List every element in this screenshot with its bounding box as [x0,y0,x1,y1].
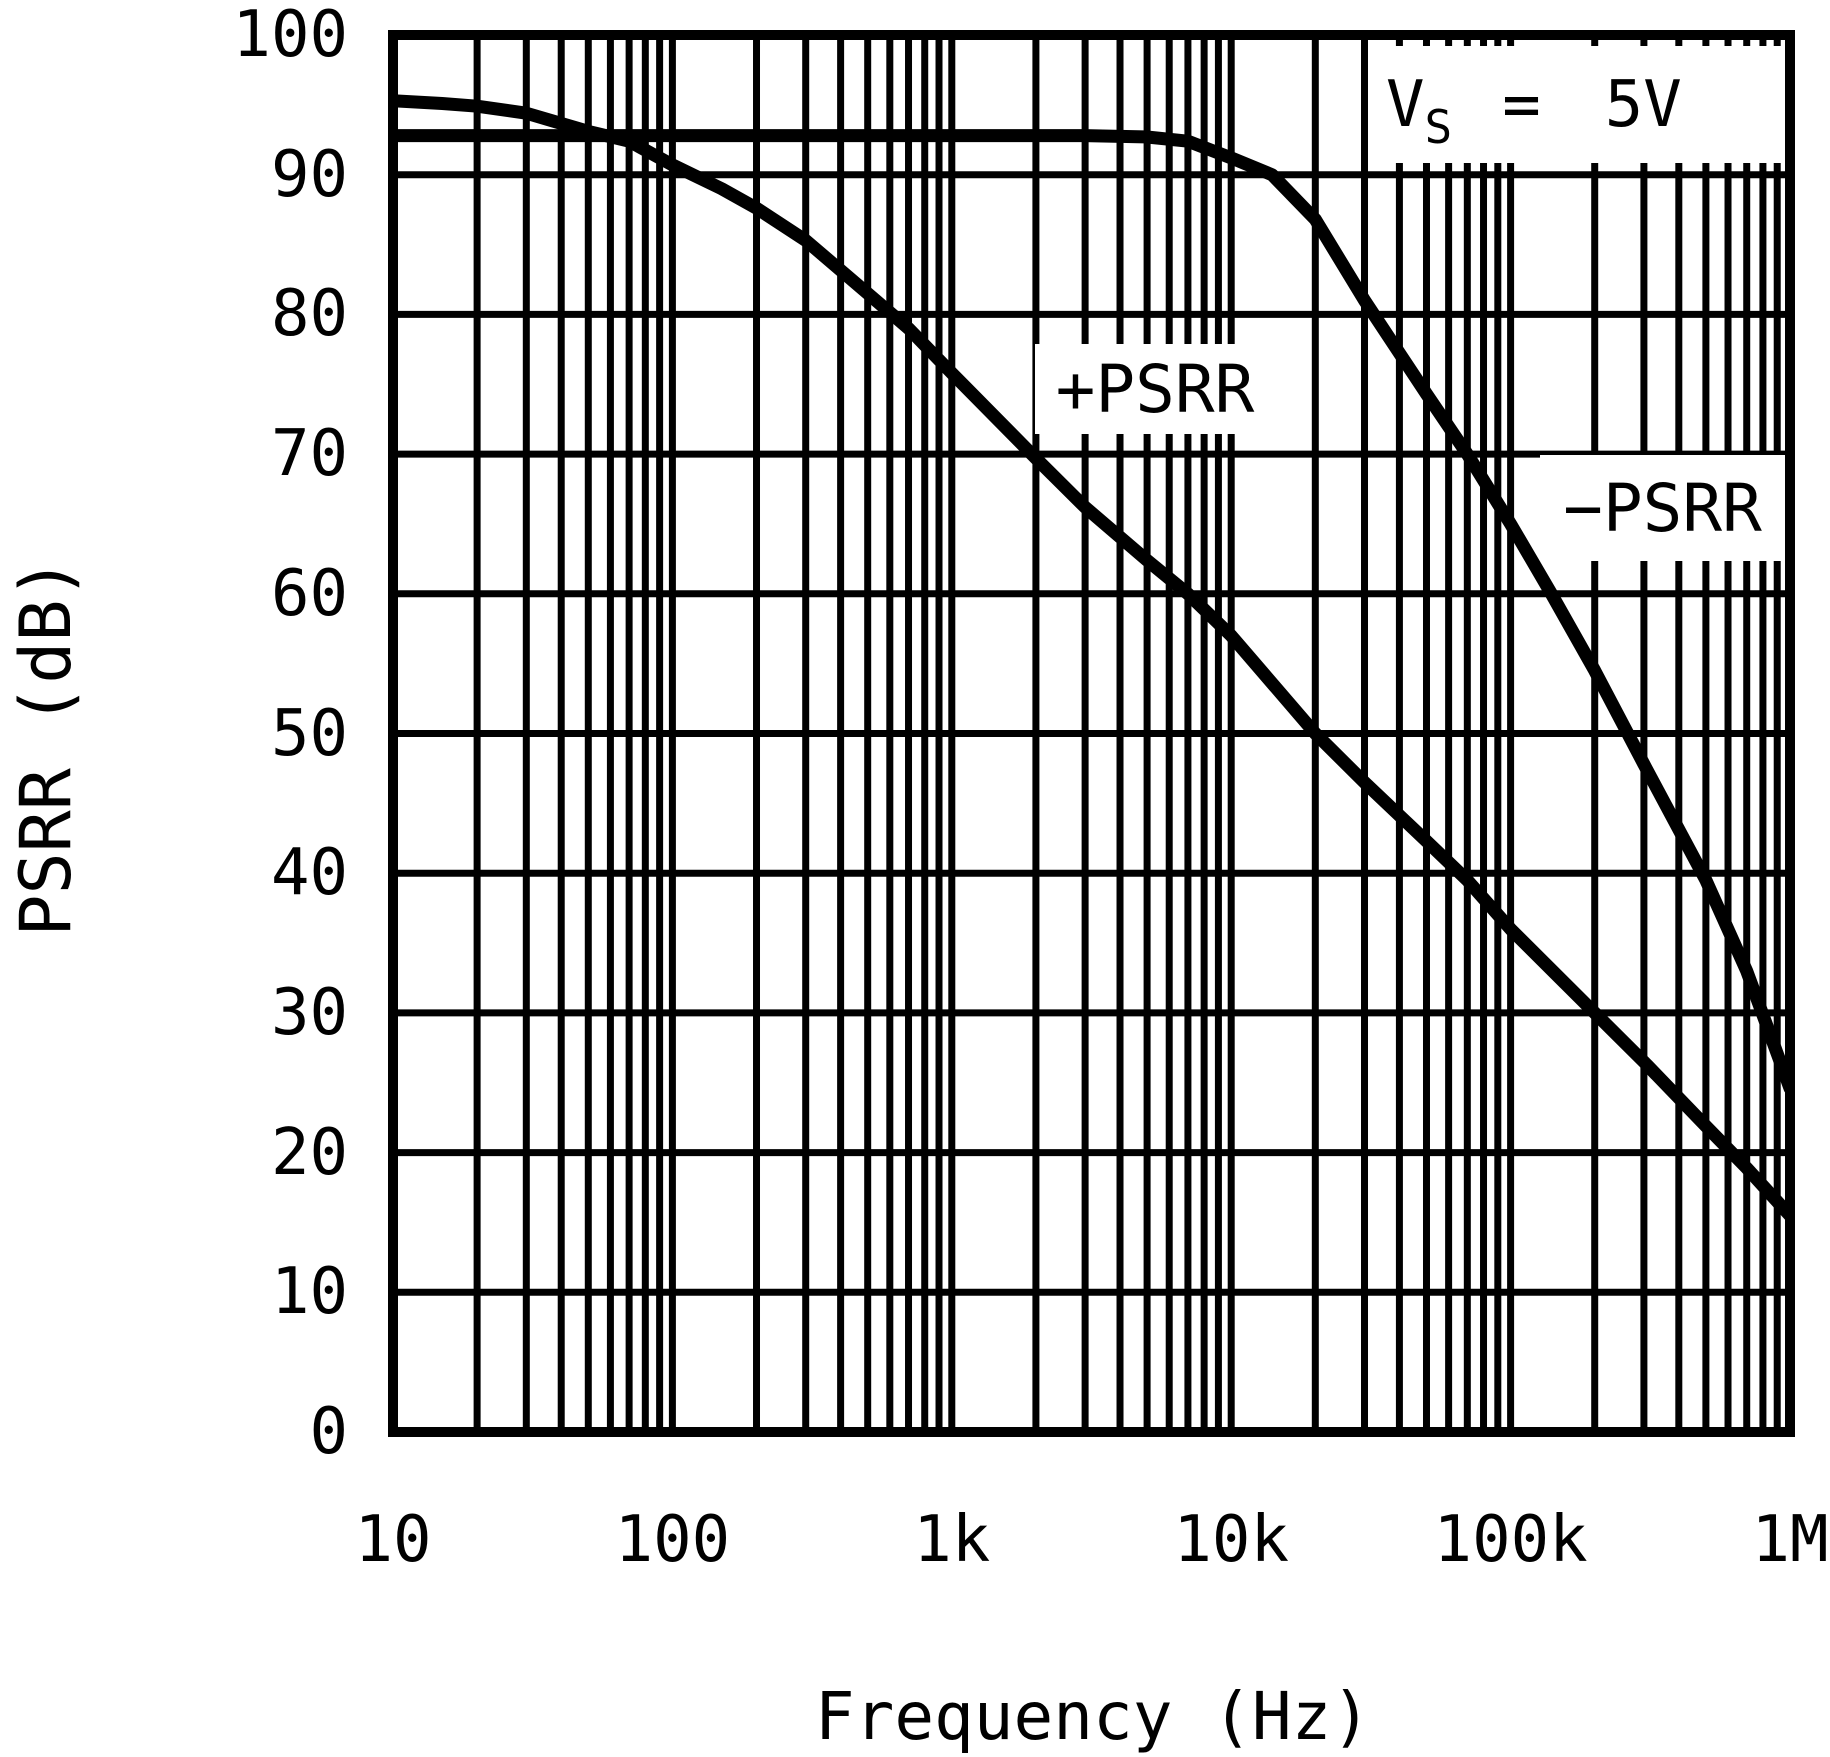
annotation-equals: = [1502,67,1541,142]
y-tick-label: 100 [232,0,348,72]
psrr-plus-curve-label: +PSRR [1035,344,1275,434]
psrr-minus-curve [393,129,1790,1095]
x-tick-label: 10k [1173,1503,1289,1577]
y-axis-title: PSRR (dB) [5,557,87,937]
x-tick-label: 100k [1433,1503,1588,1577]
x-tick-label: 10 [354,1503,432,1577]
psrr-minus-curve-label: −PSRR [1540,455,1785,561]
y-tick-label: 80 [270,277,348,352]
y-tick-label: 30 [270,975,348,1050]
y-tick-label: 10 [270,1255,348,1330]
supply-voltage-annotation: V S = 5V [1368,46,1784,163]
y-tick-label: 60 [270,556,348,631]
annotation-subscript: S [1424,99,1453,154]
plot-border [388,30,1795,1437]
y-tick-label: 40 [270,836,348,911]
annotation-variable: V [1386,67,1425,142]
y-tick-label: 20 [270,1115,348,1190]
x-tick-label: 1M [1751,1503,1829,1577]
annotation-value: 5V [1604,67,1682,142]
x-axis-title: Frequency (Hz) [814,1678,1372,1755]
y-tick-label: 0 [309,1395,348,1469]
x-tick-label: 1k [913,1503,991,1577]
y-tick-label: 70 [270,417,348,492]
x-tick-label: 100 [614,1503,731,1577]
y-tick-label: 90 [270,137,348,212]
y-tick-label: 50 [270,696,348,771]
grid [389,31,1790,1436]
